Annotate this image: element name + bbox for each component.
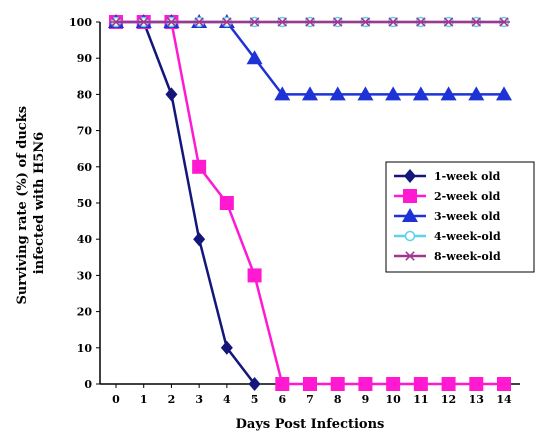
data-point (165, 87, 178, 102)
data-point (359, 17, 372, 27)
y-tick-label: 30 (77, 269, 93, 282)
x-tick-label: 3 (195, 393, 203, 406)
data-point (165, 17, 178, 27)
data-point (248, 17, 261, 27)
data-point (442, 17, 455, 27)
y-tick-label: 20 (77, 306, 93, 319)
x-tick-label: 11 (413, 393, 428, 406)
x-tick-label: 10 (385, 393, 401, 406)
series-layer (108, 14, 512, 391)
data-point (357, 86, 374, 101)
data-point (413, 377, 428, 391)
x-tick-label: 0 (112, 393, 120, 406)
data-point (468, 86, 485, 101)
data-point (329, 86, 346, 101)
data-point (246, 50, 263, 65)
data-point (303, 377, 317, 391)
data-point (274, 86, 291, 101)
data-point (220, 340, 233, 355)
x-tick-label: 7 (306, 393, 314, 406)
data-point (469, 377, 484, 391)
data-point (192, 159, 207, 174)
legend-swatch-marker (403, 189, 417, 203)
y-axis-title: Surviving rate (%) of ducks infected wit… (15, 101, 47, 304)
data-point (330, 377, 345, 391)
data-point (386, 377, 401, 391)
data-point (387, 17, 400, 27)
data-point (331, 17, 344, 27)
y-tick-label: 10 (77, 342, 93, 355)
data-point (219, 196, 234, 210)
x-tick-label: 1 (140, 393, 148, 406)
legend-label: 8-week-old (434, 250, 501, 263)
data-point (275, 377, 290, 391)
y-tick-label: 0 (84, 378, 92, 391)
data-point (497, 377, 511, 391)
data-point (137, 17, 150, 27)
legend-label: 1-week old (434, 170, 501, 183)
legend-item: 4-week-old (394, 230, 501, 243)
legend-swatch-marker (404, 251, 416, 261)
y-tick-label: 60 (77, 161, 93, 174)
y-tick-label: 40 (77, 233, 93, 246)
x-tick-label: 6 (278, 393, 286, 406)
series-0 (110, 15, 261, 391)
data-point (385, 86, 402, 101)
x-tick-label: 8 (334, 393, 342, 406)
data-point (358, 377, 373, 391)
y-axis-title-line-1: Surviving rate (%) of ducks (15, 106, 30, 305)
x-tick-label: 12 (441, 393, 456, 406)
data-point (276, 17, 289, 27)
data-point (220, 17, 233, 27)
data-point (247, 268, 262, 283)
legend-swatch-marker (404, 169, 416, 183)
x-tick-label: 2 (168, 393, 176, 406)
legend: 1-week old 2-week old 3-week old 4-week-old… (385, 161, 535, 273)
legend-item: 3-week old (394, 208, 501, 223)
data-point (498, 17, 510, 27)
y-axis-title-line-2: infected with H5N6 (32, 132, 47, 274)
data-point (193, 232, 206, 247)
legend-label: 4-week-old (434, 230, 501, 243)
legend-item: 2-week old (394, 189, 501, 203)
y-tick-label: 70 (77, 125, 93, 138)
legend-item: 1-week old (394, 169, 501, 183)
x-tick-label: 5 (251, 393, 259, 406)
data-point (304, 17, 316, 27)
legend-swatch-marker (404, 230, 416, 242)
y-tick-label: 80 (77, 88, 93, 101)
y-tick-label: 50 (77, 197, 93, 210)
data-point (414, 17, 427, 27)
x-axis-title: Days Post Infections (236, 417, 385, 432)
data-point (496, 86, 512, 101)
legend-item: 8-week-old (394, 250, 501, 263)
data-point (110, 17, 122, 27)
y-tick-label: 100 (69, 16, 92, 29)
legend-label: 2-week old (434, 190, 501, 203)
legend-swatch-marker (402, 208, 418, 222)
x-tick-label: 9 (362, 393, 370, 406)
data-point (302, 86, 318, 101)
data-point (412, 86, 429, 101)
data-point (440, 86, 457, 101)
legend-label: 3-week old (434, 210, 501, 223)
x-tick-label: 4 (223, 393, 231, 406)
data-point (441, 377, 456, 391)
data-point (248, 377, 261, 391)
series-4 (110, 17, 510, 27)
data-point (470, 17, 483, 27)
y-tick-label: 90 (77, 52, 93, 65)
x-tick-label: 13 (469, 393, 484, 406)
data-point (193, 17, 206, 27)
x-tick-label: 14 (496, 393, 512, 406)
